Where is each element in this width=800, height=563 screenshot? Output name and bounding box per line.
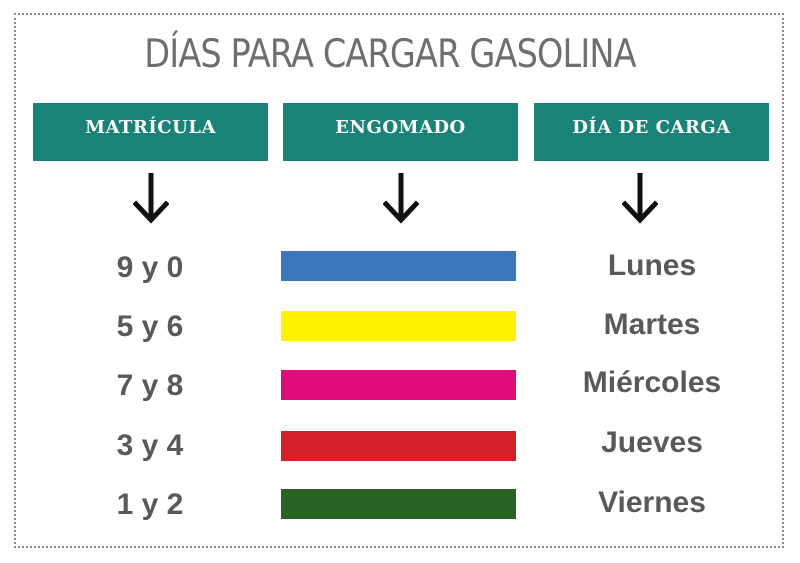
plate-digits: 7 y 8 [116, 369, 184, 402]
charge-day: Martes [603, 308, 701, 341]
header-plate: MATRÍCULA [33, 103, 268, 161]
plate-digits: 5 y 6 [116, 310, 184, 343]
header-day-label: DÍA DE CARGA [572, 116, 731, 138]
header-plate-label: MATRÍCULA [85, 116, 216, 138]
page-title: DÍAS PARA CARGAR GASOLINA [144, 32, 636, 77]
plate-digits: 1 y 2 [116, 488, 184, 521]
charge-day: Jueves [601, 426, 703, 459]
plate-digits: 9 y 0 [116, 251, 184, 284]
plate-digits: 3 y 4 [116, 429, 184, 462]
header-day: DÍA DE CARGA [534, 103, 769, 161]
charge-day: Lunes [607, 249, 697, 282]
sticker-color-band [281, 251, 516, 281]
arrow-down-icon [133, 173, 169, 224]
header-sticker-label: ENGOMADO [335, 116, 466, 138]
sticker-color-band [281, 431, 516, 461]
sticker-color-band [281, 489, 516, 519]
arrow-down-icon [383, 173, 419, 224]
arrow-down-icon [622, 173, 658, 224]
charge-day: Miércoles [582, 366, 722, 399]
dotted-border [14, 13, 784, 548]
header-sticker: ENGOMADO [283, 103, 518, 161]
charge-day: Viernes [598, 486, 706, 519]
sticker-color-band [281, 311, 516, 341]
sticker-color-band [281, 370, 516, 400]
